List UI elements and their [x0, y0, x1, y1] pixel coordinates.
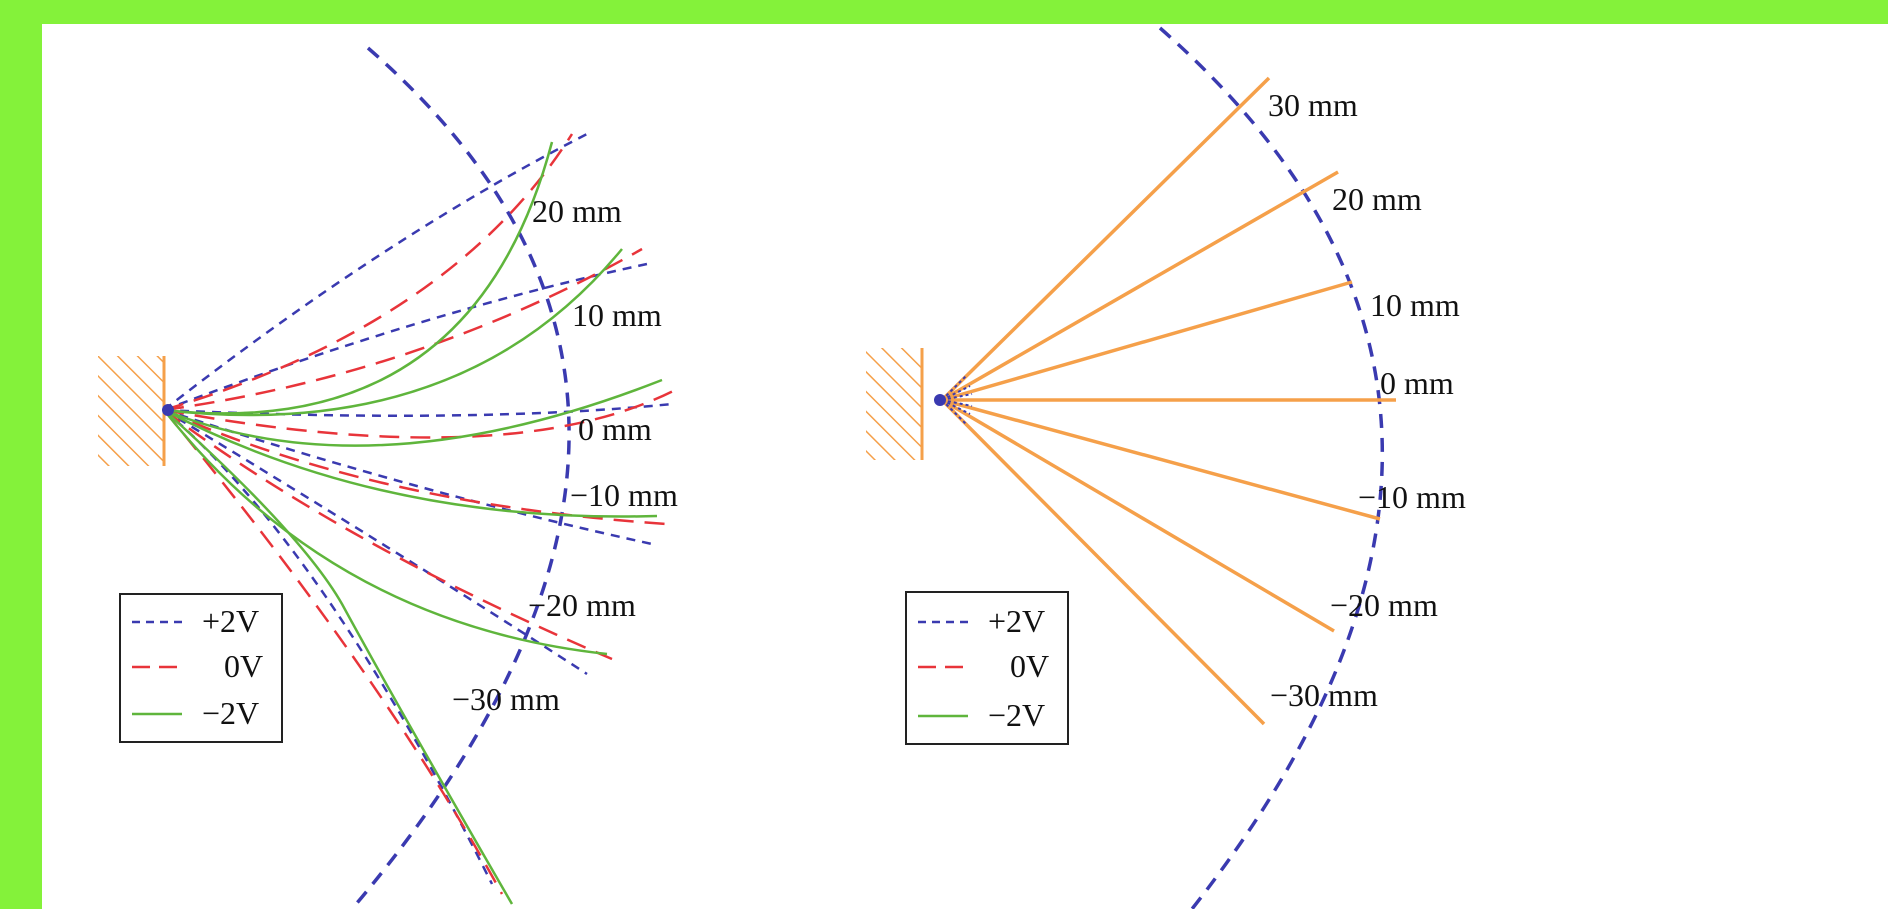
right-legend: +2V 0V −2V [905, 591, 1069, 745]
right-ray-minus30mm [940, 398, 1266, 726]
left-ray-labels: 20 mm 10 mm 0 mm −10 mm −20 mm −30 mm [452, 193, 678, 717]
right-label-minus10mm: −10 mm [1358, 479, 1466, 515]
left-label-10mm: 10 mm [572, 297, 662, 333]
left-0v-traj-0mm [163, 387, 678, 439]
left-label-minus10mm: −10 mm [570, 477, 678, 513]
right-label-30mm: 30 mm [1268, 87, 1358, 123]
figure-canvas: 20 mm 10 mm 0 mm −10 mm −20 mm −30 mm +2… [42, 24, 1888, 909]
left-legend-label-plus2v: +2V [202, 603, 259, 639]
left-series-0v [163, 133, 678, 895]
left-legend-label-minus2v: −2V [202, 695, 259, 731]
left-minus2v-traj-0mm [163, 378, 663, 447]
left-series-minus2v [163, 141, 663, 905]
left-minus2v-traj-minus30mm [163, 409, 514, 905]
right-label-minus20mm: −20 mm [1330, 587, 1438, 623]
right-ray-10mm [941, 280, 1353, 402]
left-plus2v-traj-minus30mm [163, 409, 494, 885]
left-legend: +2V 0V −2V [119, 593, 283, 743]
right-label-20mm: 20 mm [1332, 181, 1422, 217]
left-label-0mm: 0 mm [578, 411, 652, 447]
left-panel: 20 mm 10 mm 0 mm −10 mm −20 mm −30 mm +2… [98, 46, 678, 909]
right-label-10mm: 10 mm [1370, 287, 1460, 323]
left-wall-hatch [98, 356, 164, 466]
right-ray-labels: 30 mm 20 mm 10 mm 0 mm −10 mm −20 mm −30… [1268, 87, 1466, 713]
left-0v-traj-minus20mm [163, 409, 613, 661]
left-plus2v-traj-minus20mm [163, 408, 588, 676]
left-plus2v-traj-minus10mm [163, 408, 653, 546]
left-source-point [162, 404, 174, 416]
left-minus2v-traj-minus20mm [163, 409, 608, 656]
left-trajectories [163, 132, 678, 905]
right-ray-20mm [941, 170, 1339, 402]
right-wall-hatch [866, 348, 922, 460]
left-label-minus30mm: −30 mm [452, 681, 560, 717]
right-label-0mm: 0 mm [1380, 365, 1454, 401]
left-label-20mm: 20 mm [532, 193, 622, 229]
right-legend-label-0v: 0V [1010, 648, 1049, 684]
right-rays [940, 76, 1396, 726]
trajectory-diagram: 20 mm 10 mm 0 mm −10 mm −20 mm −30 mm +2… [98, 26, 1466, 909]
left-label-minus20mm: −20 mm [528, 587, 636, 623]
left-reference-arc [350, 46, 571, 909]
right-panel: 30 mm 20 mm 10 mm 0 mm −10 mm −20 mm −30… [866, 26, 1466, 909]
right-source-fan [941, 375, 973, 425]
left-0v-traj-minus30mm [163, 409, 504, 895]
left-plus2v-traj-20mm [163, 132, 588, 411]
right-label-minus30mm: −30 mm [1270, 677, 1378, 713]
right-source-point [934, 394, 946, 406]
left-plus2v-traj-10mm [163, 262, 648, 412]
left-minus2v-traj-minus10mm [163, 408, 658, 518]
right-ray-minus10mm [941, 398, 1381, 521]
left-0v-traj-20mm [163, 133, 574, 412]
right-legend-label-minus2v: −2V [988, 697, 1045, 733]
right-reference-arc [1158, 26, 1384, 909]
left-legend-label-0v: 0V [224, 648, 263, 684]
right-ray-minus20mm [941, 398, 1335, 633]
left-0v-traj-10mm [163, 247, 643, 412]
left-minus2v-traj-20mm [163, 141, 554, 415]
left-minus2v-traj-10mm [163, 248, 623, 417]
right-legend-label-plus2v: +2V [988, 603, 1045, 639]
right-ray-30mm [940, 76, 1271, 402]
